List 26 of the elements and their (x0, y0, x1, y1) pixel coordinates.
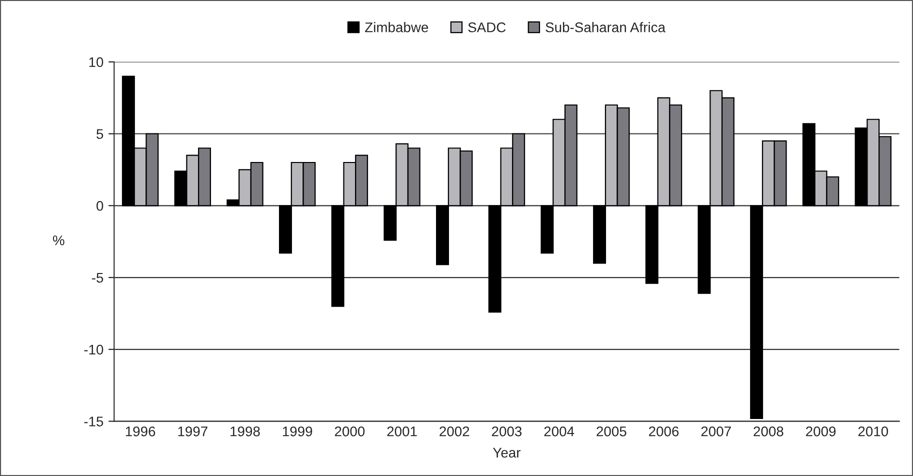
x-tick-label: 2006 (649, 426, 679, 436)
x-tick-label: 2004 (544, 426, 574, 436)
x-tick-label: 2010 (858, 426, 888, 436)
x-tick-label: 2009 (806, 426, 836, 436)
y-tick-label: -5 (92, 272, 104, 283)
y-tick-label: 0 (96, 200, 104, 211)
x-tick-label: 1997 (178, 426, 208, 436)
legend-label: SADC (468, 22, 506, 32)
y-tick-label: -10 (84, 344, 104, 355)
x-tick-label: 2007 (701, 426, 731, 436)
x-tick-label: 1999 (282, 426, 312, 436)
x-tick-label: 1998 (230, 426, 260, 436)
legend-label: Zimbabwe (365, 22, 428, 32)
x-tick-label: 2005 (596, 426, 626, 436)
x-tick-label: 2000 (334, 426, 365, 436)
legend-label: Sub-Saharan Africa (546, 22, 666, 32)
y-tick-label: -15 (84, 416, 104, 426)
x-tick-label: 2002 (440, 426, 470, 436)
y-axis-title: % (52, 236, 64, 246)
x-tick-label: 2003 (492, 426, 522, 436)
x-axis-title: Year (492, 448, 521, 458)
x-tick-label: 2008 (754, 426, 784, 436)
y-tick-label: 10 (89, 57, 104, 68)
x-tick-label: 1996 (126, 426, 156, 436)
y-tick-label: 5 (96, 129, 104, 139)
x-tick-label: 2001 (387, 426, 417, 436)
